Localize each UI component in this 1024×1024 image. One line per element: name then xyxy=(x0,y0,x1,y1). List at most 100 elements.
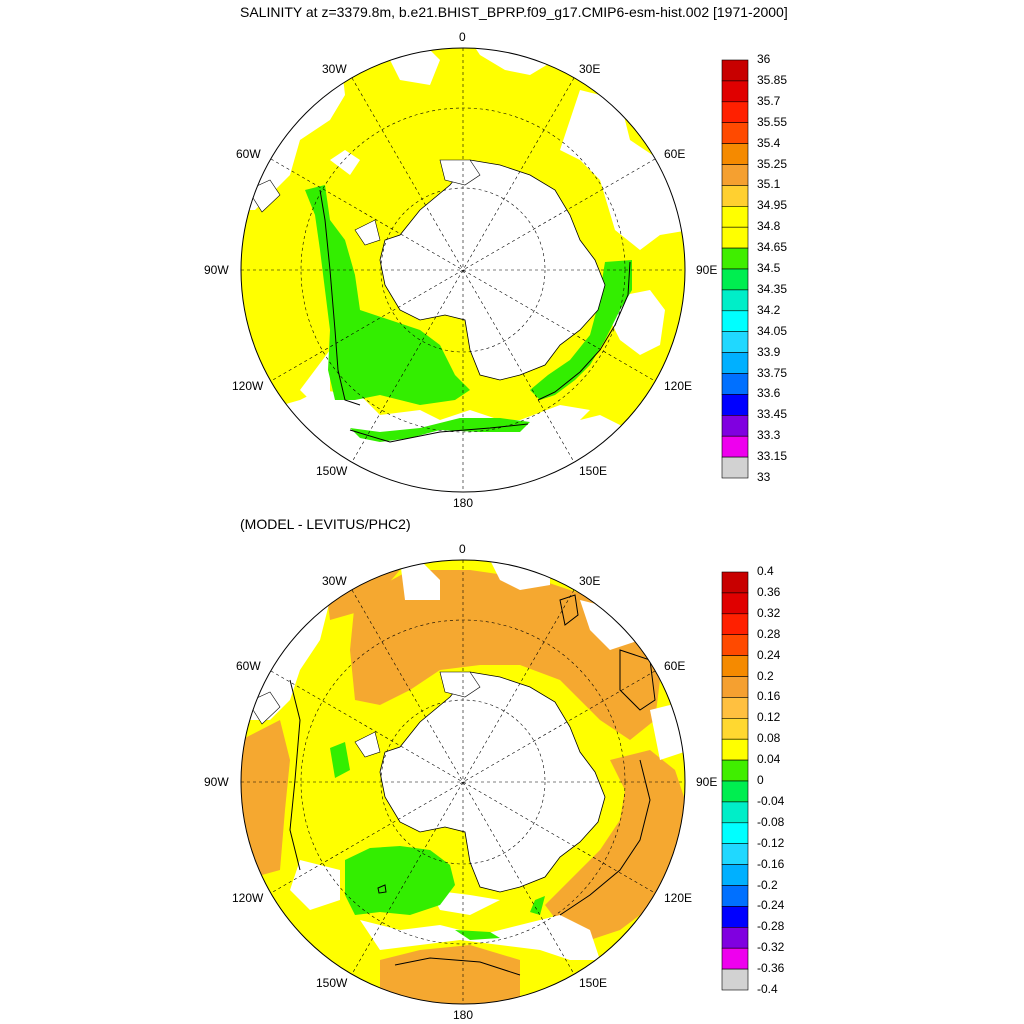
bottom-lon-label-0: 0 xyxy=(459,542,466,556)
top-colorbar-label: 35.25 xyxy=(757,156,788,171)
bottom-orange-east xyxy=(545,750,685,940)
bottom-peninsula xyxy=(354,731,381,758)
top-colorbar-box xyxy=(721,456,749,479)
top-colorbar-box xyxy=(721,268,749,291)
top-contours xyxy=(319,189,631,443)
top-colorbar-label: 33.6 xyxy=(757,386,781,401)
bottom-colorbar-box xyxy=(721,843,749,865)
bottom-plot-title: (MODEL - LEVITUS/PHC2) xyxy=(240,516,411,532)
bottom-orange-west xyxy=(241,720,290,875)
bottom-orange-south xyxy=(380,945,520,1004)
top-colorbar-box xyxy=(721,164,749,186)
bottom-green-ross xyxy=(345,846,455,915)
bottom-colorbar-label: -0.2 xyxy=(757,877,778,892)
top-colorbar-box xyxy=(721,80,749,103)
bottom-colorbar-box xyxy=(721,822,749,844)
top-lon-label-150e: 150E xyxy=(579,464,608,478)
bottom-colorbar-box xyxy=(721,571,749,594)
top-colorbar xyxy=(721,59,749,479)
bottom-lon-label-30e: 30E xyxy=(579,574,601,588)
top-colorbar-box xyxy=(721,226,749,249)
top-lon-label-0: 0 xyxy=(459,30,466,44)
top-lon-label-90w: 90W xyxy=(204,263,229,277)
top-colorbar-label: 34.05 xyxy=(757,323,788,338)
top-colorbar-label: 34.8 xyxy=(757,219,781,234)
bottom-antarctic-shelf xyxy=(439,671,481,698)
bottom-colorbar xyxy=(721,571,749,991)
top-colorbar-label: 35.1 xyxy=(757,177,781,192)
bottom-map-border xyxy=(240,559,686,1005)
bottom-colorbar-label: 0 xyxy=(757,773,764,787)
bottom-colorbar-box xyxy=(721,780,749,803)
bottom-lon-label-60e: 60E xyxy=(664,659,686,673)
bottom-colorbar-label: 0.04 xyxy=(757,752,781,767)
top-colorbar-label: 36 xyxy=(757,52,771,66)
top-lon-label-120e: 120E xyxy=(664,379,693,393)
bottom-colorbar-label: -0.08 xyxy=(757,814,785,829)
top-colorbar-label: 33.3 xyxy=(757,428,781,443)
bottom-colorbar-label: -0.04 xyxy=(757,793,785,808)
bottom-graticule xyxy=(241,560,685,1004)
bottom-green-east xyxy=(530,896,545,915)
top-colorbar-label: 34.95 xyxy=(757,198,788,213)
bottom-colorbar-box xyxy=(721,926,749,949)
top-polar-map xyxy=(241,48,685,492)
top-colorbar-label: 33 xyxy=(757,470,771,484)
bottom-colorbar-box xyxy=(721,717,749,740)
top-antarctica xyxy=(379,159,606,381)
top-graticule xyxy=(241,48,685,492)
bottom-colorbar-box xyxy=(721,864,749,886)
top-colorbar-box xyxy=(721,122,749,144)
bottom-colorbar-label: 0.32 xyxy=(757,605,781,620)
bottom-colorbar-label: -0.32 xyxy=(757,940,785,955)
bottom-lon-label-120e: 120E xyxy=(664,891,693,905)
top-colorbar-box xyxy=(721,331,749,353)
bottom-colorbar-box xyxy=(721,697,749,719)
top-colorbar-label: 33.75 xyxy=(757,365,788,380)
bottom-colorbar-label: 0.12 xyxy=(757,710,781,725)
top-lon-label-90e: 90E xyxy=(696,263,718,277)
top-green-band-ross xyxy=(350,418,530,442)
top-colorbar-box xyxy=(721,394,749,416)
bottom-colorbar-box xyxy=(721,592,749,615)
bottom-contours xyxy=(289,594,656,976)
bottom-lon-label-90w: 90W xyxy=(204,775,229,789)
bottom-colorbar-box xyxy=(721,885,749,907)
bottom-colorbar-box xyxy=(721,738,749,761)
bottom-colorbar-label: -0.36 xyxy=(757,961,785,976)
top-colorbar-box xyxy=(721,414,749,437)
bottom-colorbar-label: 0.24 xyxy=(757,647,781,662)
bottom-colorbar-label: -0.12 xyxy=(757,835,785,850)
bottom-lon-label-120w: 120W xyxy=(232,891,264,905)
top-plot-title: SALINITY at z=3379.8m, b.e21.BHIST_BPRP.… xyxy=(240,4,788,20)
top-green-band-west xyxy=(305,185,470,405)
top-colorbar-label: 34.5 xyxy=(757,261,781,275)
top-colorbar-label: 33.45 xyxy=(757,407,788,422)
top-colorbar-label: 35.85 xyxy=(757,72,788,87)
top-colorbar-box xyxy=(721,289,749,312)
bottom-colorbar-label: -0.24 xyxy=(757,898,785,913)
bottom-colorbar-box xyxy=(721,759,749,782)
top-map-border xyxy=(240,47,686,493)
top-colorbar-box xyxy=(721,143,749,165)
bottom-colorbar-label: 0.16 xyxy=(757,689,781,704)
top-lon-label-30e: 30E xyxy=(579,62,601,76)
bottom-lon-label-60w: 60W xyxy=(236,659,261,673)
bottom-colorbar-box xyxy=(721,655,749,677)
top-lon-label-30w: 30W xyxy=(322,62,347,76)
top-colorbar-box xyxy=(721,435,749,458)
top-antarctic-shelf xyxy=(439,159,481,186)
top-colorbar-label: 33.15 xyxy=(757,449,788,464)
bottom-colorbar-label: -0.4 xyxy=(757,982,778,996)
bottom-colorbar-box xyxy=(721,613,749,635)
bottom-lon-label-90e: 90E xyxy=(696,775,718,789)
bottom-colorbar-box xyxy=(721,947,749,970)
top-colorbar-label: 35.4 xyxy=(757,135,781,150)
top-colorbar-label: 35.55 xyxy=(757,114,788,129)
bottom-colorbar-label: 0.28 xyxy=(757,626,781,641)
top-colorbar-label: 34.2 xyxy=(757,302,781,317)
bottom-lon-label-180: 180 xyxy=(453,1008,474,1022)
bottom-lon-label-30w: 30W xyxy=(322,574,347,588)
bottom-colorbar-box xyxy=(721,968,749,991)
